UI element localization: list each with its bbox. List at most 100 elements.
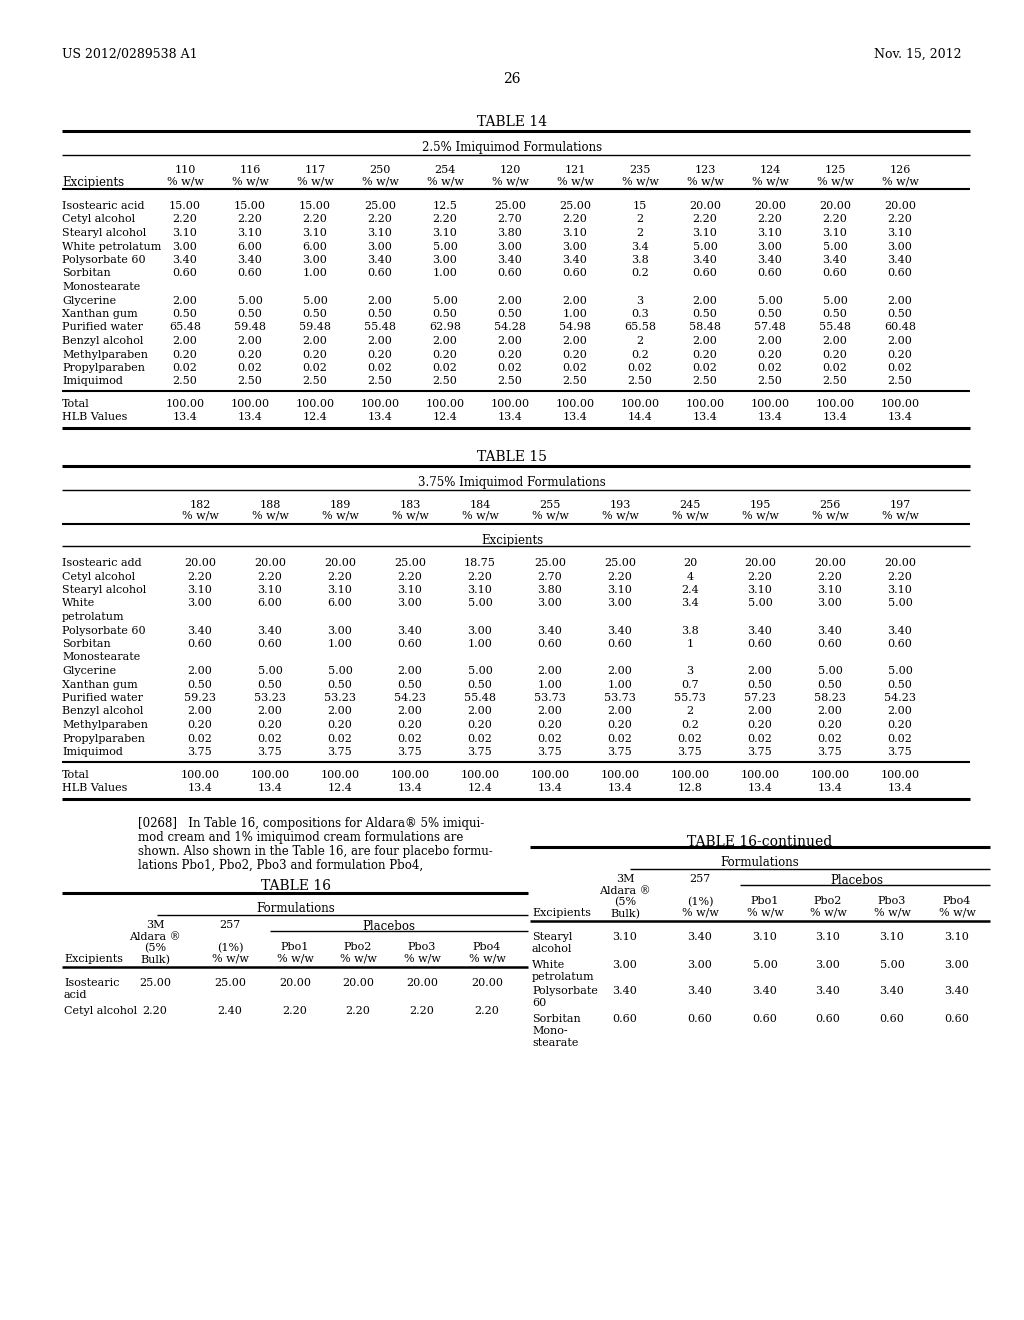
Text: Pbo4: Pbo4 [943,896,971,907]
Text: 3.00: 3.00 [888,242,912,252]
Text: 3.75: 3.75 [817,747,843,756]
Text: 3.75: 3.75 [328,747,352,756]
Text: 3.40: 3.40 [815,986,841,997]
Text: 3.00: 3.00 [944,960,970,969]
Text: 3.40: 3.40 [822,255,848,265]
Text: 0.02: 0.02 [888,734,912,743]
Text: Pbo2: Pbo2 [814,896,842,907]
Text: % w/w: % w/w [686,176,723,186]
Text: 0.20: 0.20 [692,350,718,359]
Text: 3.00: 3.00 [432,255,458,265]
Text: 53.73: 53.73 [535,693,566,704]
Text: 5.00: 5.00 [302,296,328,305]
Text: 3.40: 3.40 [748,626,772,635]
Text: 2.00: 2.00 [302,337,328,346]
Text: 3.8: 3.8 [631,255,649,265]
Text: 25.00: 25.00 [394,558,426,568]
Text: 116: 116 [240,165,261,176]
Text: 0.60: 0.60 [888,268,912,279]
Text: 2: 2 [686,706,693,717]
Text: 0.02: 0.02 [562,363,588,374]
Text: Cetyl alcohol: Cetyl alcohol [62,572,135,582]
Text: 2.00: 2.00 [888,337,912,346]
Text: 2.4: 2.4 [681,585,698,595]
Text: 100.00: 100.00 [230,399,269,409]
Text: 13.4: 13.4 [397,783,423,793]
Text: 3.00: 3.00 [612,960,637,969]
Text: 5.00: 5.00 [468,667,493,676]
Text: 0.02: 0.02 [628,363,652,374]
Text: HLB Values: HLB Values [62,783,127,793]
Text: 0.20: 0.20 [888,719,912,730]
Text: % w/w: % w/w [462,511,499,521]
Text: 1.00: 1.00 [562,309,588,319]
Text: % w/w: % w/w [322,511,358,521]
Text: 5.00: 5.00 [328,667,352,676]
Text: 54.98: 54.98 [559,322,591,333]
Text: 3.00: 3.00 [607,598,633,609]
Text: 54.23: 54.23 [884,693,916,704]
Text: 3.00: 3.00 [815,960,841,969]
Text: 182: 182 [189,500,211,510]
Text: 2.20: 2.20 [817,572,843,582]
Text: 12.4: 12.4 [432,412,458,422]
Text: 3.10: 3.10 [817,585,843,595]
Text: 2.00: 2.00 [498,337,522,346]
Text: 3.10: 3.10 [880,932,904,942]
Text: (5%: (5% [614,896,636,907]
Text: 15.00: 15.00 [234,201,266,211]
Text: 183: 183 [399,500,421,510]
Text: 25.00: 25.00 [214,978,246,989]
Text: 62.98: 62.98 [429,322,461,333]
Text: White petrolatum: White petrolatum [62,242,162,252]
Text: 184: 184 [469,500,490,510]
Text: 3.00: 3.00 [498,242,522,252]
Text: 0.02: 0.02 [302,363,328,374]
Text: 3.00: 3.00 [758,242,782,252]
Text: 3.10: 3.10 [258,585,283,595]
Text: 2.20: 2.20 [562,214,588,224]
Text: 20.00: 20.00 [884,201,916,211]
Text: Polysorbate 60: Polysorbate 60 [62,255,145,265]
Text: 0.20: 0.20 [397,719,423,730]
Text: 3.00: 3.00 [328,626,352,635]
Text: 20.00: 20.00 [819,201,851,211]
Text: 100.00: 100.00 [740,770,779,780]
Text: 245: 245 [679,500,700,510]
Text: 0.02: 0.02 [888,363,912,374]
Text: 0.20: 0.20 [302,350,328,359]
Text: shown. Also shown in the Table 16, are four placebo formu-: shown. Also shown in the Table 16, are f… [138,845,493,858]
Text: 2.50: 2.50 [628,376,652,387]
Text: (1%): (1%) [687,896,714,907]
Text: 0.02: 0.02 [758,363,782,374]
Text: % w/w: % w/w [531,511,568,521]
Text: Cetyl alcohol: Cetyl alcohol [63,1006,137,1015]
Text: 0.50: 0.50 [468,680,493,689]
Text: 250: 250 [370,165,391,176]
Text: 20.00: 20.00 [279,978,311,989]
Text: 0.50: 0.50 [758,309,782,319]
Text: Isostearic: Isostearic [63,978,120,989]
Text: TABLE 16: TABLE 16 [261,879,331,892]
Text: % w/w: % w/w [810,908,847,917]
Text: 2.00: 2.00 [607,706,633,717]
Text: 0.60: 0.60 [397,639,423,649]
Text: % w/w: % w/w [361,176,398,186]
Text: 2.20: 2.20 [258,572,283,582]
Text: 3.75: 3.75 [888,747,912,756]
Text: 20.00: 20.00 [406,978,438,989]
Text: % w/w: % w/w [752,176,788,186]
Text: 2.00: 2.00 [173,296,198,305]
Text: 3.75: 3.75 [538,747,562,756]
Text: HLB Values: HLB Values [62,412,127,422]
Text: % w/w: % w/w [741,511,778,521]
Text: 193: 193 [609,500,631,510]
Text: 0.60: 0.60 [692,268,718,279]
Text: 2.00: 2.00 [538,667,562,676]
Text: 3.80: 3.80 [538,585,562,595]
Text: 3.80: 3.80 [498,228,522,238]
Text: Sorbitan: Sorbitan [62,639,111,649]
Text: 5.00: 5.00 [748,598,772,609]
Text: 0.50: 0.50 [748,680,772,689]
Text: 3.10: 3.10 [302,228,328,238]
